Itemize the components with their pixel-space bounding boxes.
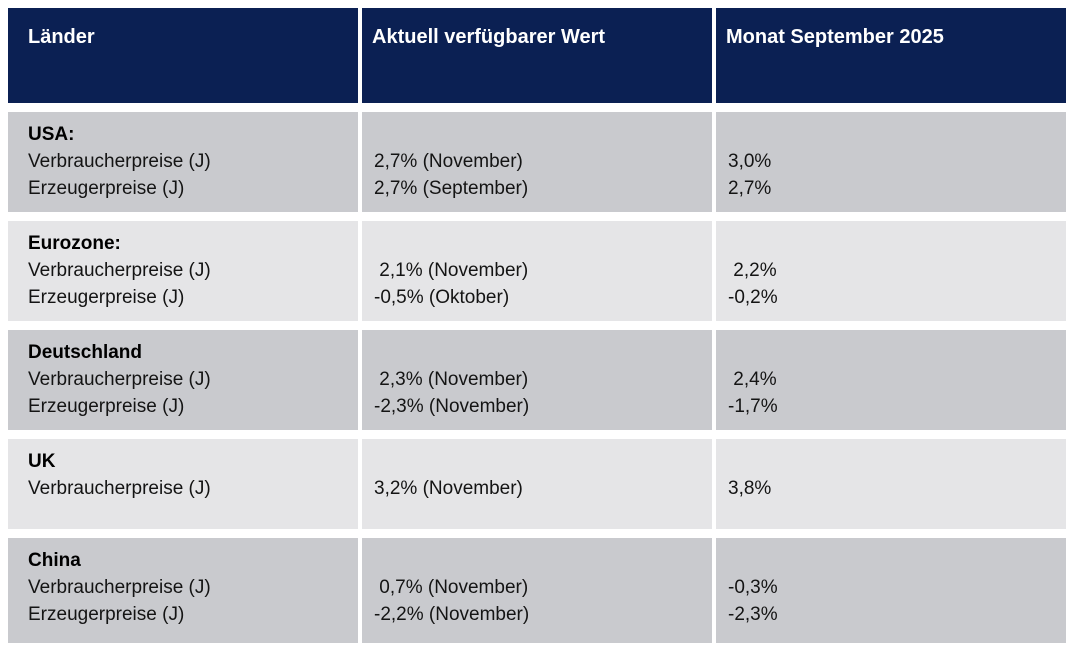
month-values: 3,8%: [728, 478, 772, 499]
month-value-cell: 3,0% 2,7%: [716, 112, 1066, 212]
month-value-cell: 2,2% -0,2%: [716, 221, 1066, 321]
month-values: -0,3% -2,3%: [728, 577, 778, 625]
header-cell-laender: Länder: [8, 8, 358, 103]
current-values: 2,3% (November) -2,3% (November): [374, 369, 530, 417]
country-cell: USA: Verbraucherpreise (J) Erzeugerpreis…: [8, 112, 358, 212]
country-name: Deutschland: [28, 342, 143, 363]
current-value-cell: 2,7% (November) 2,7% (September): [362, 112, 712, 212]
month-value-cell: 3,8%: [716, 439, 1066, 529]
metric-labels: Verbraucherpreise (J) Erzeugerpreise (J): [28, 577, 211, 625]
current-value-cell: 0,7% (November) -2,2% (November): [362, 538, 712, 643]
month-values: 2,2% -0,2%: [728, 260, 778, 308]
month-value-cell: -0,3% -2,3%: [716, 538, 1066, 643]
month-values: 3,0% 2,7%: [728, 151, 772, 199]
inflation-table: Länder Aktuell verfügbarer Wert Monat Se…: [8, 8, 1066, 643]
current-values: 2,1% (November) -0,5% (Oktober): [374, 260, 529, 308]
header-cell-aktueller-wert: Aktuell verfügbarer Wert: [362, 8, 712, 103]
current-values: 3,2% (November): [374, 478, 523, 499]
current-value-cell: 2,1% (November) -0,5% (Oktober): [362, 221, 712, 321]
current-value-cell: 2,3% (November) -2,3% (November): [362, 330, 712, 430]
country-cell: Deutschland Verbraucherpreise (J) Erzeug…: [8, 330, 358, 430]
metric-labels: Verbraucherpreise (J) Erzeugerpreise (J): [28, 260, 211, 308]
country-name: UK: [28, 451, 56, 472]
metric-labels: Verbraucherpreise (J) Erzeugerpreise (J): [28, 369, 211, 417]
country-cell: China Verbraucherpreise (J) Erzeugerprei…: [8, 538, 358, 643]
current-value-cell: 3,2% (November): [362, 439, 712, 529]
country-cell: Eurozone: Verbraucherpreise (J) Erzeuger…: [8, 221, 358, 321]
metric-labels: Verbraucherpreise (J) Erzeugerpreise (J): [28, 151, 211, 199]
month-value-cell: 2,4% -1,7%: [716, 330, 1066, 430]
current-values: 2,7% (November) 2,7% (September): [374, 151, 529, 199]
country-name: Eurozone:: [28, 233, 121, 254]
metric-labels: Verbraucherpreise (J): [28, 478, 211, 499]
country-name: USA:: [28, 124, 75, 145]
month-values: 2,4% -1,7%: [728, 369, 778, 417]
current-values: 0,7% (November) -2,2% (November): [374, 577, 530, 625]
country-cell: UK Verbraucherpreise (J): [8, 439, 358, 529]
header-cell-monat-september: Monat September 2025: [716, 8, 1066, 103]
country-name: China: [28, 550, 81, 571]
